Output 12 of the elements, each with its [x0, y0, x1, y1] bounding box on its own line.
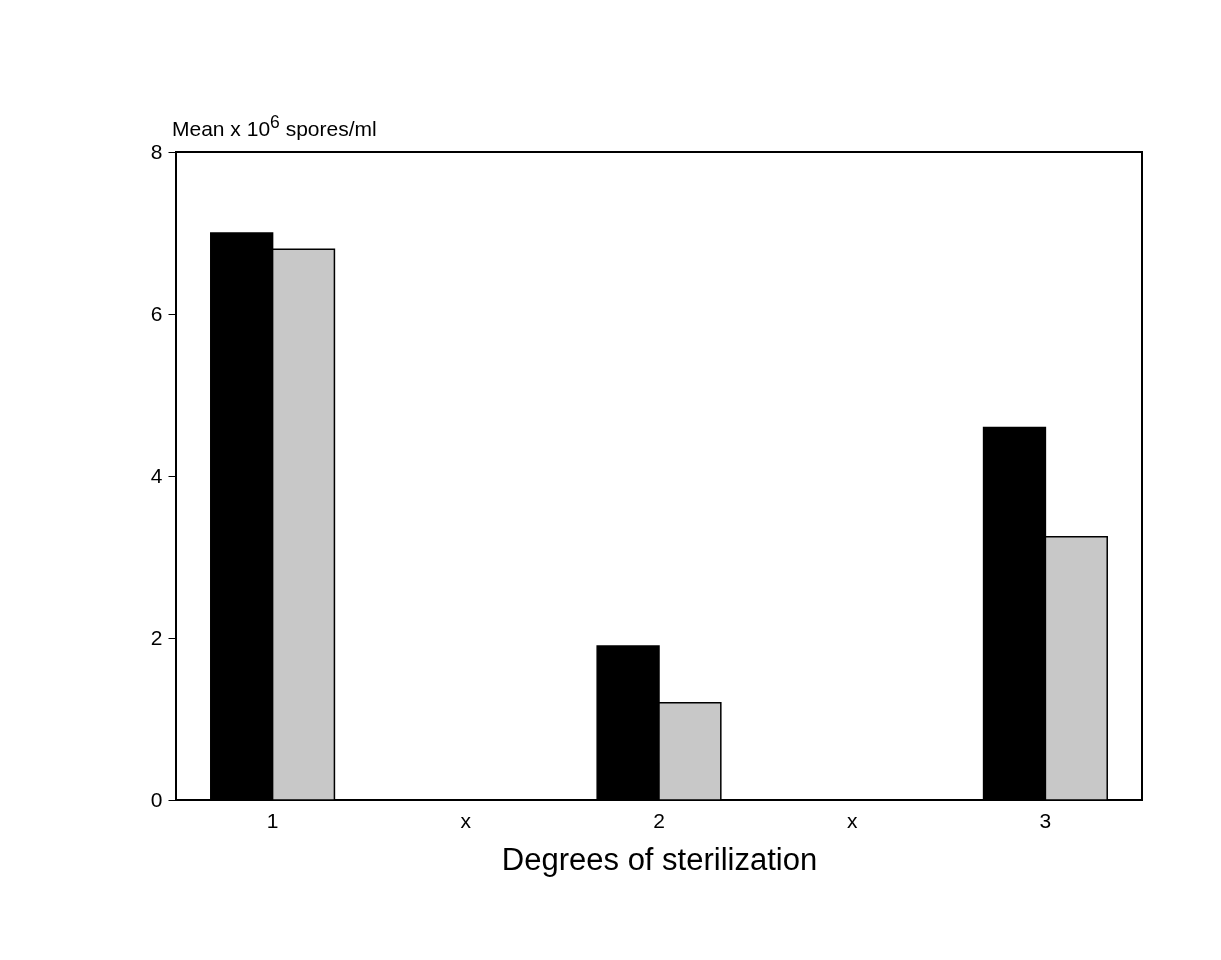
- x-tick-label: 2: [653, 808, 665, 832]
- y-tick-label: 8: [150, 139, 163, 163]
- x-tick-label: 1: [266, 808, 279, 832]
- y-tick-label: 0: [150, 787, 163, 811]
- x-tick-label: x: [846, 808, 858, 832]
- x-tick-label: 3: [1039, 808, 1052, 832]
- y-tick-label: 4: [150, 463, 163, 487]
- y-tick-label: 2: [150, 625, 163, 649]
- x-axis-title: Degrees of sterilization: [501, 841, 818, 877]
- x-tick-label: x: [460, 808, 472, 832]
- y-axis-title: Mean x 10$^{6}$ spores/ml: [172, 112, 377, 141]
- y-tick-label: 6: [150, 301, 163, 325]
